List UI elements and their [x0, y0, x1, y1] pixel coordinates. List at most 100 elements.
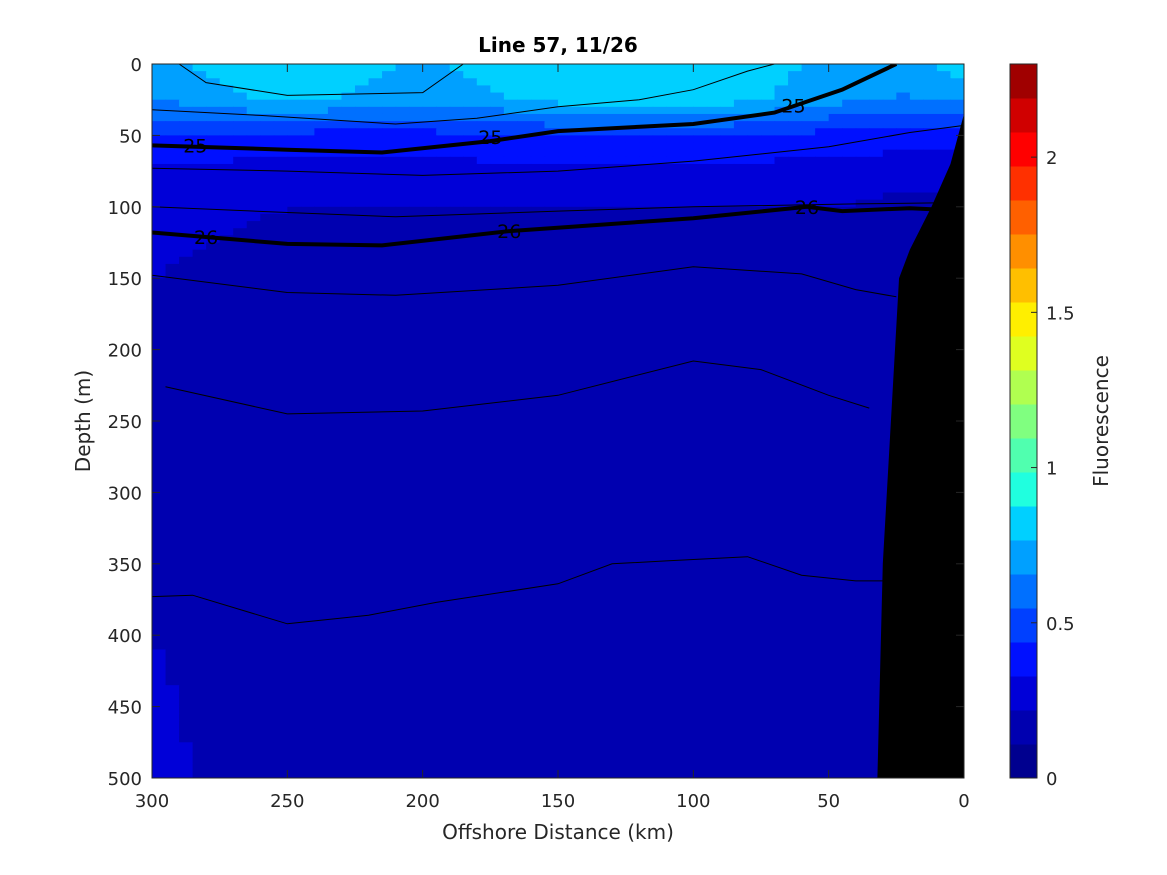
field-cell: [152, 235, 167, 244]
field-cell: [639, 542, 654, 551]
field-cell: [774, 185, 789, 194]
field-cell: [747, 642, 762, 651]
field-cell: [558, 278, 573, 286]
field-cell: [449, 392, 464, 401]
field-cell: [666, 456, 681, 465]
field-cell: [192, 399, 207, 408]
field-cell: [463, 399, 478, 408]
field-cell: [341, 306, 356, 315]
field-cell: [463, 356, 478, 365]
field-cell: [544, 513, 559, 522]
field-cell: [801, 99, 816, 108]
field-cell: [761, 306, 776, 315]
field-cell: [382, 492, 397, 501]
field-cell: [693, 520, 708, 529]
field-cell: [882, 392, 897, 401]
field-cell: [490, 206, 505, 215]
field-cell: [571, 249, 586, 258]
field-cell: [368, 178, 383, 186]
field-cell: [273, 542, 288, 551]
field-cell: [314, 156, 329, 165]
field-cell: [788, 135, 803, 144]
field-cell: [409, 78, 424, 87]
field-cell: [585, 463, 600, 472]
field-cell: [706, 456, 721, 465]
field-cell: [436, 549, 451, 558]
field-cell: [571, 313, 586, 322]
field-cell: [422, 492, 437, 501]
field-cell: [788, 585, 803, 593]
field-cell: [774, 606, 789, 615]
field-cell: [368, 385, 383, 394]
field-cell: [733, 542, 749, 551]
field-cell: [774, 221, 789, 229]
field-cell: [300, 542, 315, 551]
field-cell: [625, 349, 640, 358]
field-cell: [774, 249, 789, 258]
field-cell: [666, 106, 681, 115]
field-cell: [382, 306, 397, 315]
field-cell: [503, 649, 518, 658]
field-cell: [192, 292, 207, 301]
field-cell: [327, 99, 343, 108]
field-cell: [598, 313, 613, 322]
field-cell: [368, 578, 383, 586]
field-cell: [923, 99, 938, 108]
field-cell: [233, 556, 248, 565]
field-cell: [503, 378, 518, 386]
field-cell: [219, 649, 234, 658]
field-cell: [842, 520, 857, 529]
field-cell: [395, 221, 410, 229]
field-cell: [625, 213, 640, 222]
field-cell: [855, 578, 870, 586]
field-cell: [476, 328, 491, 336]
field-cell: [598, 199, 613, 208]
field-cell: [287, 271, 302, 279]
field-cell: [436, 371, 451, 379]
field-cell: [706, 256, 721, 265]
field-cell: [598, 421, 613, 429]
field-cell: [436, 363, 451, 372]
field-cell: [558, 113, 573, 122]
field-cell: [152, 513, 167, 522]
field-cell: [936, 135, 952, 144]
field-cell: [476, 549, 491, 558]
field-cell: [571, 363, 586, 372]
field-cell: [625, 406, 640, 415]
field-cell: [666, 135, 681, 144]
field-cell: [733, 292, 749, 301]
field-cell: [882, 371, 897, 379]
field-cell: [761, 299, 776, 308]
field-cell: [936, 106, 952, 115]
field-cell: [287, 656, 302, 665]
field-cell: [219, 285, 234, 294]
field-cell: [503, 513, 518, 522]
field-cell: [855, 413, 870, 422]
field-cell: [436, 542, 451, 551]
field-cell: [409, 185, 424, 194]
field-cell: [409, 392, 424, 401]
field-cell: [490, 585, 505, 593]
field-cell: [828, 342, 843, 351]
field-cell: [585, 342, 600, 351]
field-cell: [165, 178, 180, 186]
field-cell: [761, 435, 776, 444]
field-cell: [206, 542, 221, 551]
field-cell: [422, 413, 437, 422]
field-cell: [585, 642, 600, 651]
field-cell: [558, 185, 573, 194]
field-cell: [747, 163, 762, 172]
field-cell: [693, 463, 708, 472]
field-cell: [693, 185, 708, 194]
field-cell: [679, 563, 694, 572]
field-cell: [693, 328, 708, 336]
field-cell: [558, 599, 573, 608]
field-cell: [382, 342, 397, 351]
field-cell: [382, 599, 397, 608]
field-cell: [774, 256, 789, 265]
field-cell: [382, 385, 397, 394]
field-cell: [950, 113, 964, 122]
field-cell: [666, 378, 681, 386]
field-cell: [436, 192, 451, 201]
field-cell: [801, 306, 816, 315]
